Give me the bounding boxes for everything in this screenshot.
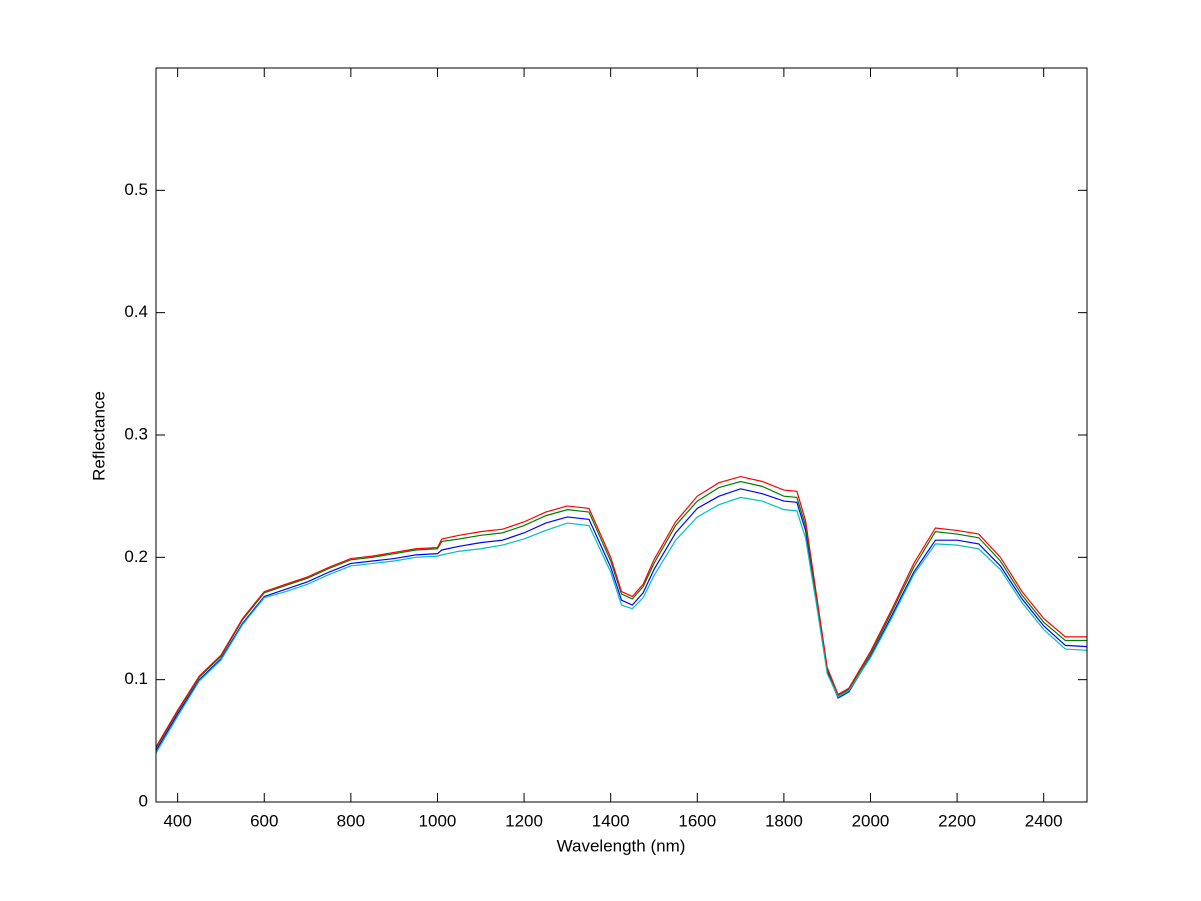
- data-line: [155, 480, 1087, 749]
- y-tick-label: 0: [139, 791, 148, 810]
- x-tick-label: 1800: [765, 811, 803, 830]
- x-tick-label: 1000: [419, 811, 457, 830]
- y-tick-label: 0.4: [124, 302, 148, 321]
- x-tick-label: 1400: [592, 811, 630, 830]
- y-axis-label: Reflectance: [89, 391, 108, 481]
- x-tick-label: 800: [337, 811, 365, 830]
- x-tick-label: 2400: [1025, 811, 1063, 830]
- x-tick-label: 600: [250, 811, 278, 830]
- data-line: [155, 496, 1088, 754]
- x-tick-label: 2000: [852, 811, 890, 830]
- x-tick-label: 400: [163, 811, 191, 830]
- y-tick-label: 0.5: [124, 180, 148, 199]
- y-tick-label: 0.1: [124, 669, 148, 688]
- data-line: [155, 488, 1088, 751]
- data-line: [155, 475, 1087, 748]
- x-tick-label: 2200: [938, 811, 976, 830]
- x-axis-label: Wavelength (nm): [557, 836, 686, 855]
- x-tick-label: 1200: [505, 811, 543, 830]
- y-tick-label: 0.2: [124, 547, 148, 566]
- x-tick-label: 1600: [678, 811, 716, 830]
- y-tick-label: 0.3: [124, 424, 148, 443]
